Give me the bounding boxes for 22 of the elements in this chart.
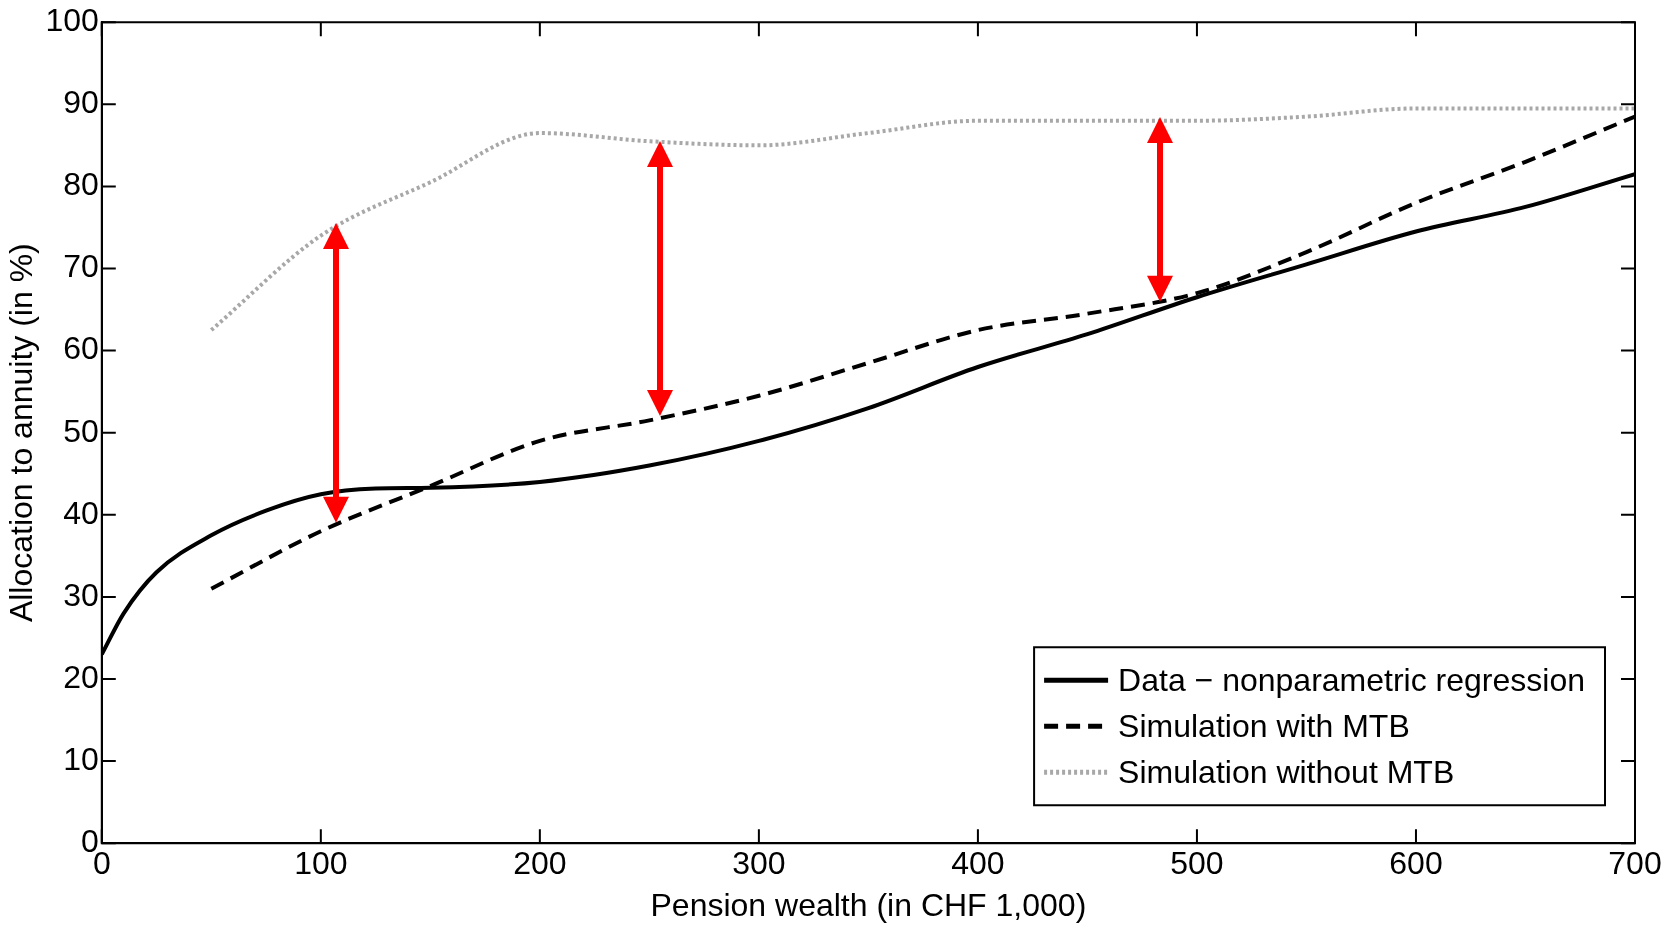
y-tick-label: 50: [63, 412, 99, 449]
y-tick-label: 70: [63, 248, 99, 285]
y-tick-label: 30: [63, 576, 99, 613]
y-tick-label: 20: [63, 658, 99, 695]
y-tick-label: 100: [45, 2, 99, 39]
x-tick-label: 600: [1389, 845, 1443, 882]
y-tick-label: 60: [63, 330, 99, 367]
x-tick-label: 300: [732, 845, 786, 882]
y-tick-label: 40: [63, 494, 99, 531]
x-tick-label: 400: [951, 845, 1005, 882]
x-tick-label: 500: [1170, 845, 1224, 882]
y-tick-label: 80: [63, 166, 99, 203]
legend-label: Simulation without MTB: [1118, 754, 1455, 791]
legend-label: Simulation with MTB: [1118, 708, 1410, 745]
x-axis-title: Pension wealth (in CHF 1,000): [650, 886, 1087, 923]
y-tick-label: 10: [63, 740, 99, 777]
y-axis-title: Allocation to annuity (in %): [3, 243, 40, 623]
x-tick-label: 700: [1608, 845, 1662, 882]
y-tick-label: 90: [63, 84, 99, 121]
x-tick-label: 100: [294, 845, 348, 882]
x-tick-label: 200: [513, 845, 567, 882]
legend-label: Data − nonparametric regression: [1118, 662, 1585, 699]
